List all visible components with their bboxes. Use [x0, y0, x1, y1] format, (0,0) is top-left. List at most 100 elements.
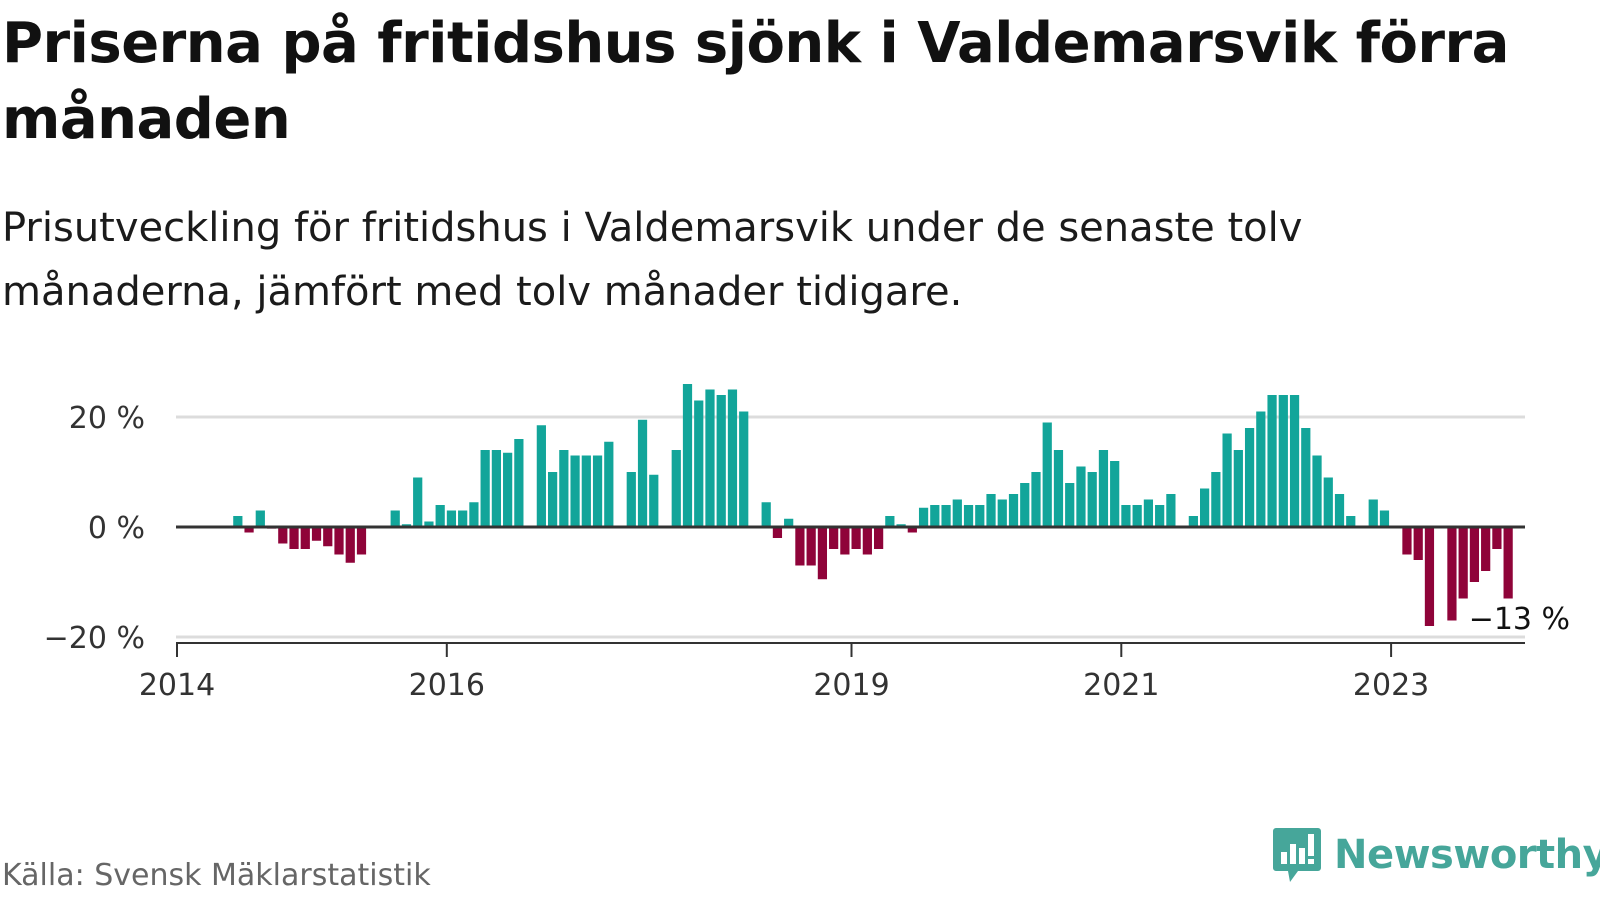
y-tick-label: 20 %: [69, 401, 145, 436]
bar-2019-10: [952, 499, 962, 527]
bar-2017-02: [592, 455, 603, 527]
bar-2022-06: [1312, 455, 1322, 527]
bar-2023-08: [1469, 527, 1480, 582]
bar-2021-11: [1233, 450, 1243, 527]
bar-2018-12: [840, 527, 850, 555]
bar-2020-02: [997, 499, 1007, 527]
bar-2022-12: [1379, 510, 1390, 527]
bar-2015-04: [345, 527, 355, 563]
bar-2015-10: [413, 477, 423, 527]
bar-2016-06: [503, 452, 513, 527]
bar-2022-03: [1278, 395, 1288, 527]
bar-2017-05: [626, 472, 636, 527]
bar-2016-10: [547, 472, 558, 527]
bar-2020-03: [1008, 494, 1019, 527]
bar-2017-11: [694, 400, 704, 527]
bar-2016-05: [491, 450, 501, 527]
bar-2016-12: [570, 455, 580, 527]
x-tick-label: 2014: [139, 668, 215, 703]
bar-2021-07: [1188, 516, 1198, 527]
bar-2018-11: [829, 527, 839, 549]
bar-2018-06: [772, 527, 783, 538]
axes: [176, 525, 1525, 657]
bar-2019-06: [907, 527, 917, 533]
bar-2022-07: [1323, 477, 1333, 527]
bar-2020-05: [1031, 472, 1041, 527]
bar-2014-12: [300, 527, 310, 549]
bar-2014-08: [255, 510, 265, 527]
bar-2018-09: [806, 527, 816, 566]
bar-2019-11: [963, 505, 974, 527]
bar-2022-05: [1301, 428, 1311, 527]
bar-2023-02: [1402, 527, 1412, 555]
bar-2017-03: [604, 441, 614, 527]
bar-2017-01: [581, 455, 591, 527]
bar-2021-05: [1166, 494, 1176, 527]
bar-2019-01: [851, 527, 861, 549]
y-tick-label: 0 %: [88, 511, 145, 546]
bar-2019-08: [930, 505, 940, 527]
bar-2015-03: [334, 527, 344, 555]
chart-title: Priserna på fritidshus sjönk i Valdemars…: [2, 11, 1509, 152]
bar-2019-09: [941, 505, 951, 527]
brand-name: Newsworthy: [1334, 832, 1600, 878]
bar-2021-08: [1200, 488, 1210, 527]
bar-2020-11: [1098, 450, 1109, 527]
bar-2019-12: [975, 505, 985, 527]
x-tick-label: 2023: [1353, 668, 1429, 703]
bar-2023-09: [1481, 527, 1491, 571]
bar-2015-12: [435, 505, 445, 527]
bar-2019-07: [918, 507, 929, 527]
bar-2017-06: [637, 419, 648, 527]
x-tick-label: 2016: [409, 668, 485, 703]
latest-value-label: −13 %: [1469, 602, 1570, 637]
bar-2023-11: [1503, 527, 1513, 599]
bar-2017-10: [682, 384, 693, 527]
bars: [233, 384, 1513, 626]
bar-2015-08: [390, 510, 400, 527]
bar-2022-11: [1368, 499, 1378, 527]
labels: −20 % 0 % 20 % 2014 2016 2019 2021 2023 −13 %: [44, 401, 1573, 703]
bar-2022-09: [1346, 516, 1356, 527]
bar-chart: −20 % 0 % 20 % 2014 2016 2019 2021 2023 −13 %: [44, 384, 1573, 703]
newsworthy-logo: Newsworthy: [1272, 826, 1600, 884]
bar-2021-02: [1132, 505, 1142, 527]
bar-2021-09: [1211, 472, 1221, 527]
bar-2022-01: [1256, 411, 1266, 527]
bar-2016-01: [446, 510, 457, 527]
bar-2020-10: [1087, 472, 1097, 527]
bar-2016-03: [469, 502, 479, 527]
bar-2014-10: [278, 527, 288, 544]
gridlines: [176, 415, 1525, 639]
bar-2020-12: [1110, 461, 1120, 527]
bar-2020-04: [1020, 483, 1030, 527]
bar-2022-02: [1267, 395, 1277, 527]
chart-subtitle: Prisutveckling för fritidshus i Valdemar…: [2, 205, 1303, 315]
source-note: Källa: Svensk Mäklarstatistik: [2, 858, 431, 893]
bar-2019-04: [885, 516, 895, 527]
bar-2018-08: [795, 527, 805, 566]
bar-2016-02: [458, 510, 468, 527]
bar-2023-10: [1492, 527, 1502, 549]
bar-2017-09: [671, 450, 681, 527]
x-tick-label: 2019: [813, 668, 889, 703]
newsworthy-logo-icon: [1273, 828, 1321, 882]
bar-2020-06: [1042, 422, 1052, 527]
bar-2017-12: [705, 389, 715, 527]
bar-2015-05: [356, 527, 367, 555]
bar-2018-07: [784, 518, 794, 527]
bar-2019-03: [874, 527, 884, 549]
bar-2014-06: [233, 516, 243, 527]
bar-2022-04: [1289, 395, 1300, 527]
x-tick-label: 2021: [1083, 668, 1159, 703]
bar-2023-04: [1424, 527, 1435, 626]
bar-2016-11: [559, 450, 569, 527]
bar-2014-07: [244, 527, 254, 533]
bar-2021-10: [1222, 433, 1232, 527]
bar-2022-08: [1334, 494, 1345, 527]
bar-2018-10: [817, 527, 828, 580]
bar-2023-06: [1447, 527, 1457, 621]
bar-2020-01: [986, 494, 996, 527]
bar-2023-03: [1413, 527, 1423, 560]
bar-2020-09: [1076, 466, 1086, 527]
